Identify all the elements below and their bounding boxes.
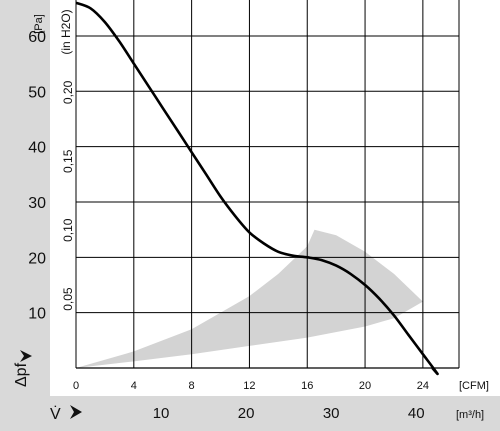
y2-tick-label-0: 0,05 [61, 287, 75, 311]
y-unit-pa: [Pa] [33, 14, 45, 34]
x-tick-label-8: 8 [189, 380, 195, 392]
x-unit-cfm: [CFM] [459, 380, 489, 392]
y2-tick-label-3: 0,20 [61, 80, 75, 104]
dp-arrow-icon [20, 350, 32, 362]
x-tick-label-0: 0 [73, 380, 79, 392]
x-tick-label-4: 4 [131, 380, 137, 392]
y2-tick-label-2: 0,15 [61, 149, 75, 173]
y-tick-label-10: 10 [28, 306, 46, 323]
y-tick-label-30: 30 [28, 195, 46, 212]
y2-tick-label-1: 0,10 [61, 218, 75, 242]
y-unit-inh2o: (in H2O) [59, 9, 73, 54]
y-tick-label-40: 40 [28, 140, 46, 157]
y-tick-label-20: 20 [28, 250, 46, 267]
curve-layer [75, 1, 439, 376]
flow-symbol: V̇ [50, 405, 61, 423]
x-tick-label-24: 24 [417, 380, 429, 392]
dp-symbol: Δpf [13, 362, 30, 387]
x-tick-label-16: 16 [301, 380, 313, 392]
bottom-band [0, 396, 500, 431]
x-tick-label-12: 12 [243, 380, 255, 392]
y-tick-label-60: 60 [28, 29, 46, 46]
fan-curve-line [75, 1, 439, 376]
x-unit-m3h: [m³/h] [456, 409, 484, 421]
x2-tick-label-10: 10 [153, 405, 170, 422]
label-layer: 0 4 8 12 16 20 24 [CFM] 10 20 30 40 [m³/h] V̇ 10 20 30 40… [13, 9, 489, 423]
flow-arrow-icon [70, 405, 82, 419]
grid-layer [75, 0, 460, 369]
x2-tick-label-20: 20 [238, 405, 255, 422]
x2-tick-label-40: 40 [408, 405, 425, 422]
x-tick-label-20: 20 [359, 380, 371, 392]
x2-tick-label-30: 30 [323, 405, 340, 422]
y-tick-label-50: 50 [28, 84, 46, 101]
